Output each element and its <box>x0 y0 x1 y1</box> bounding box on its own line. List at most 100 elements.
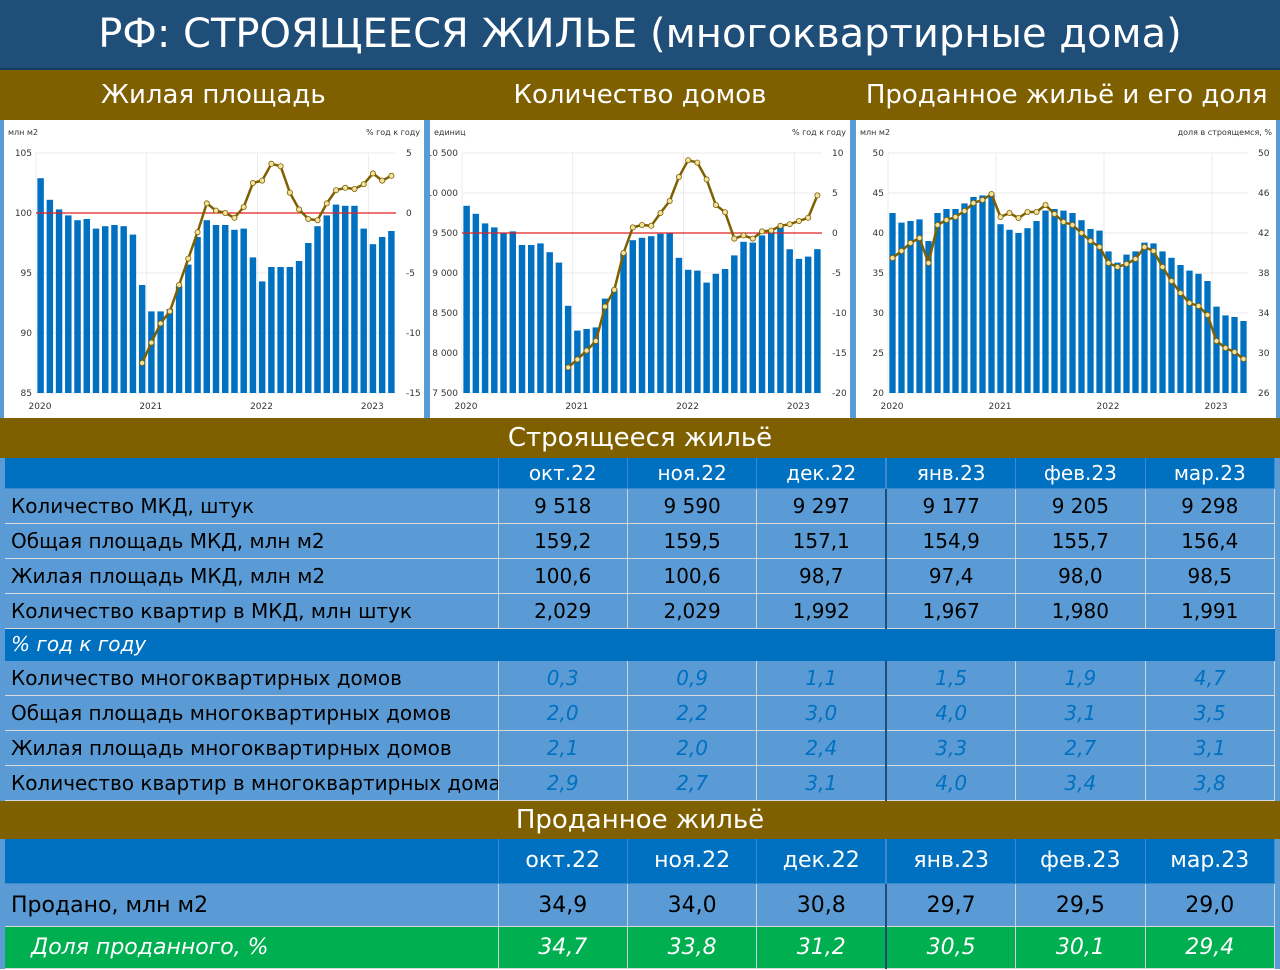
line-point <box>1105 259 1112 266</box>
line-point <box>342 184 349 191</box>
bar <box>129 234 137 393</box>
row-value: 2,0 <box>498 695 628 731</box>
bar <box>1033 221 1040 393</box>
line-point <box>194 229 201 236</box>
bar <box>518 245 526 393</box>
bar <box>351 205 358 393</box>
month-header: дек.22 <box>756 458 888 489</box>
line-point <box>952 214 959 221</box>
line-point <box>731 235 738 242</box>
bar <box>46 199 54 393</box>
row-value: 159,2 <box>498 523 628 559</box>
page-title: РФ: СТРОЯЩЕЕСЯ ЖИЛЬЕ (многоквартирные до… <box>0 0 1280 70</box>
line-point <box>712 202 719 209</box>
left-axis-title: единиц <box>434 128 466 137</box>
line-point <box>916 235 923 242</box>
right-axis-title: доля в строящемся, % <box>1178 128 1273 137</box>
bar <box>1051 209 1058 393</box>
year-label: 2023 <box>1205 402 1228 412</box>
line-point <box>943 217 950 224</box>
left-axis-title: млн м2 <box>860 128 890 137</box>
year-label: 2022 <box>676 402 699 412</box>
row-value: 30,1 <box>1015 926 1146 969</box>
row-label: Жилая площадь многоквартирных домов <box>5 730 499 766</box>
line-point <box>970 200 977 207</box>
bar <box>537 243 544 393</box>
row-value: 33,8 <box>627 926 758 969</box>
bar <box>638 237 646 393</box>
table-row: Количество многоквартирных домов 0,3 0,9 1,… <box>5 660 1276 696</box>
line-point <box>1051 211 1058 218</box>
bar <box>583 329 590 393</box>
bar <box>1123 254 1130 393</box>
bar <box>1114 262 1121 393</box>
line-point <box>1141 244 1148 251</box>
row-value: 98,7 <box>756 558 888 594</box>
bar <box>481 223 489 393</box>
bar <box>592 327 600 393</box>
bar <box>703 282 710 393</box>
line-point <box>1177 289 1184 296</box>
row-value: 30,8 <box>756 883 888 927</box>
right-tick-label: -20 <box>832 389 847 399</box>
line-point <box>657 210 664 217</box>
bar <box>546 252 553 393</box>
bar <box>37 178 44 393</box>
bar <box>1078 220 1085 393</box>
line-point <box>1069 222 1076 229</box>
line-point <box>1015 215 1022 222</box>
line-point <box>332 187 339 194</box>
chart-header-houses: Количество домов <box>513 80 767 110</box>
bar <box>305 243 312 393</box>
row-value: 2,7 <box>627 765 758 801</box>
bar <box>768 231 775 393</box>
row-label: Общая площадь МКД, млн м2 <box>5 523 499 559</box>
row-value: 31,2 <box>756 926 888 969</box>
line-point <box>1204 311 1211 318</box>
bar <box>925 241 932 393</box>
row-label: Количество квартир в МКД, млн штук <box>5 593 499 629</box>
right-axis-title: % год к году <box>792 128 846 137</box>
bar <box>898 222 905 393</box>
chart-living-area: млн м2 % год к году 85 90 95 100 105 -15 -10 -5 0 5… <box>4 120 424 418</box>
line-point <box>139 359 146 366</box>
row-value: 100,6 <box>498 558 628 594</box>
line-point <box>176 281 183 288</box>
line-point <box>907 240 914 247</box>
bar <box>277 267 284 393</box>
bar <box>648 236 655 393</box>
bar <box>601 298 609 393</box>
bar <box>629 240 636 393</box>
section-sold: Проданное жильё <box>0 800 1280 839</box>
bar <box>148 311 155 393</box>
chart-houses: единиц % год к году 7 500 8 000 8 500 9 000 9 … <box>430 120 850 418</box>
left-tick-label: 100 <box>15 209 32 219</box>
row-value: 2,2 <box>627 695 758 731</box>
row-value: 3,8 <box>1145 765 1276 801</box>
bar <box>555 262 563 393</box>
bar <box>1042 210 1049 393</box>
row-value: 34,7 <box>498 926 628 969</box>
row-value: 29,0 <box>1145 883 1276 927</box>
right-tick-label: -10 <box>832 309 847 319</box>
sold-table: окт.22 ноя.22 дек.22 янв.23 фев.23 мар.23 Про… <box>5 838 1276 969</box>
row-value: 2,4 <box>756 730 888 766</box>
line-point <box>805 214 812 221</box>
line-point <box>758 228 765 235</box>
bar <box>388 231 395 393</box>
right-axis-title: % год к году <box>366 128 420 137</box>
row-value: 3,1 <box>756 765 888 801</box>
bar <box>203 220 210 393</box>
row-value: 157,1 <box>756 523 888 559</box>
bar <box>814 249 821 393</box>
bar <box>731 255 738 393</box>
bar <box>111 225 118 393</box>
bar <box>1141 242 1148 393</box>
yoy-line <box>891 192 1245 360</box>
bar <box>666 233 673 393</box>
line-point <box>611 286 618 293</box>
bar <box>240 228 247 393</box>
line-point <box>898 247 905 254</box>
bar <box>268 267 275 393</box>
left-tick-label: 10 000 <box>430 189 458 199</box>
